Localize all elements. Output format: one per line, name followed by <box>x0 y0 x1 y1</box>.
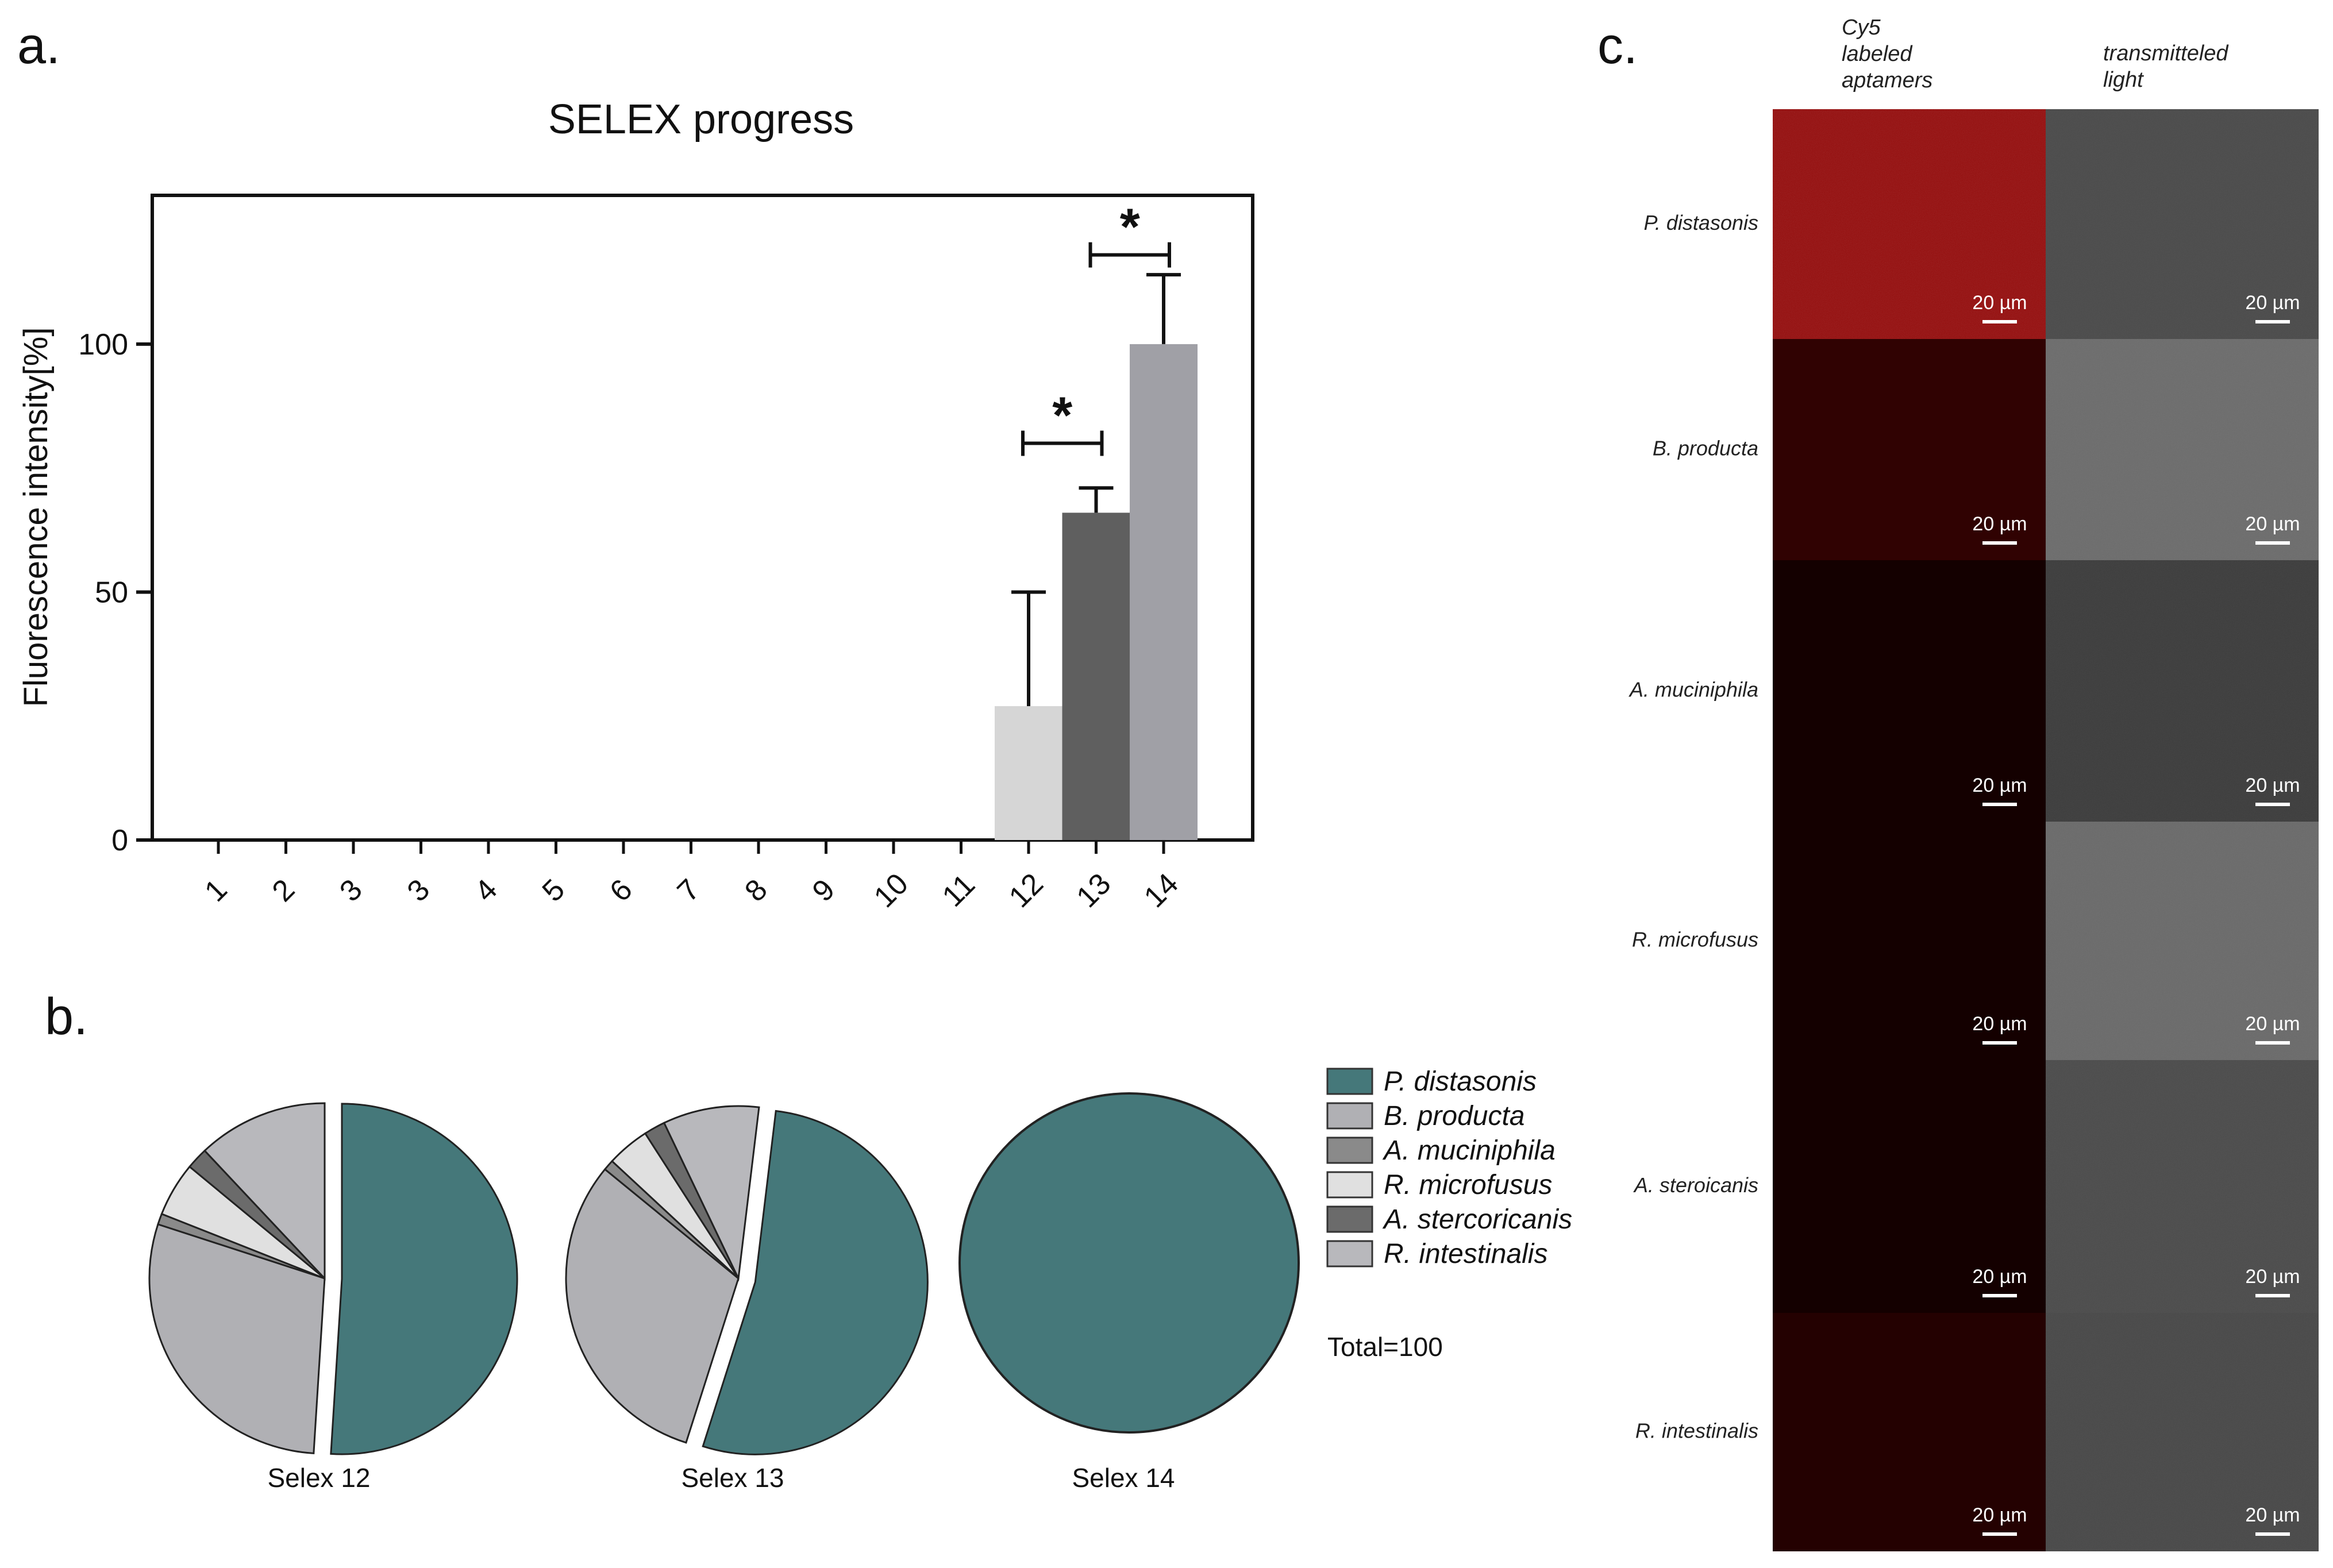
x-tick-label: 1 <box>198 873 233 908</box>
column-header: Cy5 <box>1842 16 1881 40</box>
pie-slice-pdistasonis <box>330 1103 518 1455</box>
scale-bar-label: 20 µm <box>2245 775 2300 796</box>
pie-slice-bproducta <box>148 1223 326 1454</box>
significance-marks: ** <box>1021 199 1171 456</box>
scale-bar-label: 20 µm <box>2245 1013 2300 1035</box>
pie-1: Selex 12 <box>148 1102 518 1493</box>
x-tick-label: 11 <box>936 868 981 913</box>
scale-bar-label: 20 µm <box>2245 1266 2300 1288</box>
legend-swatch <box>1326 1205 1373 1233</box>
row-label: R. intestinalis <box>1635 1419 1758 1443</box>
legend-swatch <box>1326 1102 1373 1130</box>
column-header: light <box>2103 68 2144 92</box>
x-tick-label: 6 <box>603 873 638 908</box>
transmitted-texture <box>2046 109 2319 339</box>
pie-label: Selex 13 <box>681 1463 784 1493</box>
x-tick-label: 7 <box>671 873 706 908</box>
pie-slice-bproducta <box>565 1168 740 1444</box>
transmitted-texture <box>2046 1060 2319 1313</box>
legend-swatch <box>1326 1240 1373 1268</box>
x-axis: 1 2 3 3 4 5 6 7 8 9 10 11 12 13 14 <box>198 840 1185 914</box>
cy5-image <box>1773 560 2046 822</box>
legend-swatch <box>1326 1068 1373 1095</box>
scale-bar-label: 20 µm <box>1972 1013 2027 1035</box>
legend-swatch <box>1326 1136 1373 1164</box>
y-tick-label: 50 <box>95 576 128 609</box>
cy5-image <box>1773 1060 2046 1313</box>
y-tick-label: 0 <box>111 824 128 857</box>
scale-bar-label: 20 µm <box>1972 292 2027 314</box>
scale-bar-label: 20 µm <box>2245 513 2300 535</box>
row-label: A. muciniphila <box>1629 678 1758 702</box>
pie-slice-rintestinalis <box>663 1105 760 1282</box>
scale-bar-label: 20 µm <box>1972 1266 2027 1288</box>
significance-star: * <box>1052 387 1072 445</box>
cy5-texture <box>1773 109 2046 339</box>
x-tick-label: 4 <box>468 873 503 908</box>
panel-label-c: c. <box>1597 17 1638 75</box>
bar-14 <box>1130 344 1198 840</box>
legend-swatch <box>1326 1171 1373 1199</box>
column-header: aptamers <box>1842 68 1932 93</box>
scale-bar-label: 20 µm <box>2245 1504 2300 1526</box>
pie-2: Selex 13 <box>565 1105 929 1493</box>
pie-legend: P. distasonis B. producta A. muciniphila R.… <box>1326 1066 1572 1269</box>
legend-label: R. microfusus <box>1384 1170 1552 1200</box>
x-tick-label: 13 <box>1071 867 1118 914</box>
x-tick-label: 8 <box>738 873 773 908</box>
y-axis-label: Fluorescence intensity[%] <box>17 328 55 707</box>
y-tick-label: 100 <box>78 328 128 361</box>
transmitted-texture <box>2046 822 2319 1060</box>
pie-slice-rintestinalis <box>203 1102 326 1281</box>
scale-bar-label: 20 µm <box>1972 513 2027 535</box>
transmitted-texture <box>2046 560 2319 822</box>
row-label: B. producta <box>1653 437 1758 460</box>
scale-bar-label: 20 µm <box>2245 292 2300 314</box>
x-tick-label: 5 <box>536 873 571 908</box>
row-label: P. distasonis <box>1644 211 1758 234</box>
chart-title: SELEX progress <box>548 97 854 142</box>
legend-label: P. distasonis <box>1384 1066 1537 1097</box>
transmitted-texture <box>2046 339 2319 560</box>
significance-star: * <box>1120 199 1140 256</box>
bars <box>995 273 1198 840</box>
x-tick-label: 3 <box>401 873 436 908</box>
pie-label: Selex 12 <box>267 1463 370 1493</box>
panel-label-a: a. <box>17 17 60 75</box>
row-label: A. steroicanis <box>1633 1173 1758 1197</box>
legend-label: B. producta <box>1384 1101 1524 1131</box>
x-tick-label: 2 <box>266 873 301 908</box>
scale-bar-label: 20 µm <box>1972 1504 2027 1526</box>
legend-label: R. intestinalis <box>1384 1239 1547 1269</box>
x-tick-label: 12 <box>1003 867 1050 914</box>
x-tick-label: 9 <box>806 873 841 908</box>
pie-charts: Selex 12 Selex 13 Selex 14 <box>148 1092 1300 1493</box>
bar-12 <box>995 706 1062 840</box>
column-header: labeled <box>1842 42 1913 66</box>
pie-slice-pdistasonis <box>958 1092 1300 1434</box>
scale-bar-label: 20 µm <box>1972 775 2027 796</box>
cy5-image <box>1773 1313 2046 1551</box>
pie-3: Selex 14 <box>958 1092 1300 1493</box>
column-header: transmitteled <box>2103 41 2229 66</box>
pie-slice-pdistasonis <box>702 1109 929 1455</box>
total-label: Total=100 <box>1327 1332 1443 1362</box>
legend-label: A. stercoricanis <box>1382 1204 1572 1235</box>
plot-frame <box>151 194 1254 842</box>
pie-label: Selex 14 <box>1072 1463 1175 1493</box>
x-tick-label: 10 <box>868 867 915 914</box>
bar-13 <box>1062 513 1130 840</box>
cy5-image <box>1773 822 2046 1060</box>
cy5-image <box>1773 339 2046 560</box>
y-axis: 0 50 100 <box>78 328 152 857</box>
row-label: R. microfusus <box>1632 928 1758 951</box>
transmitted-texture <box>2046 1313 2319 1551</box>
panel-label-b: b. <box>45 988 88 1046</box>
legend-label: A. muciniphila <box>1382 1135 1556 1166</box>
x-tick-label: 14 <box>1138 867 1185 914</box>
x-tick-label: 3 <box>333 873 368 908</box>
